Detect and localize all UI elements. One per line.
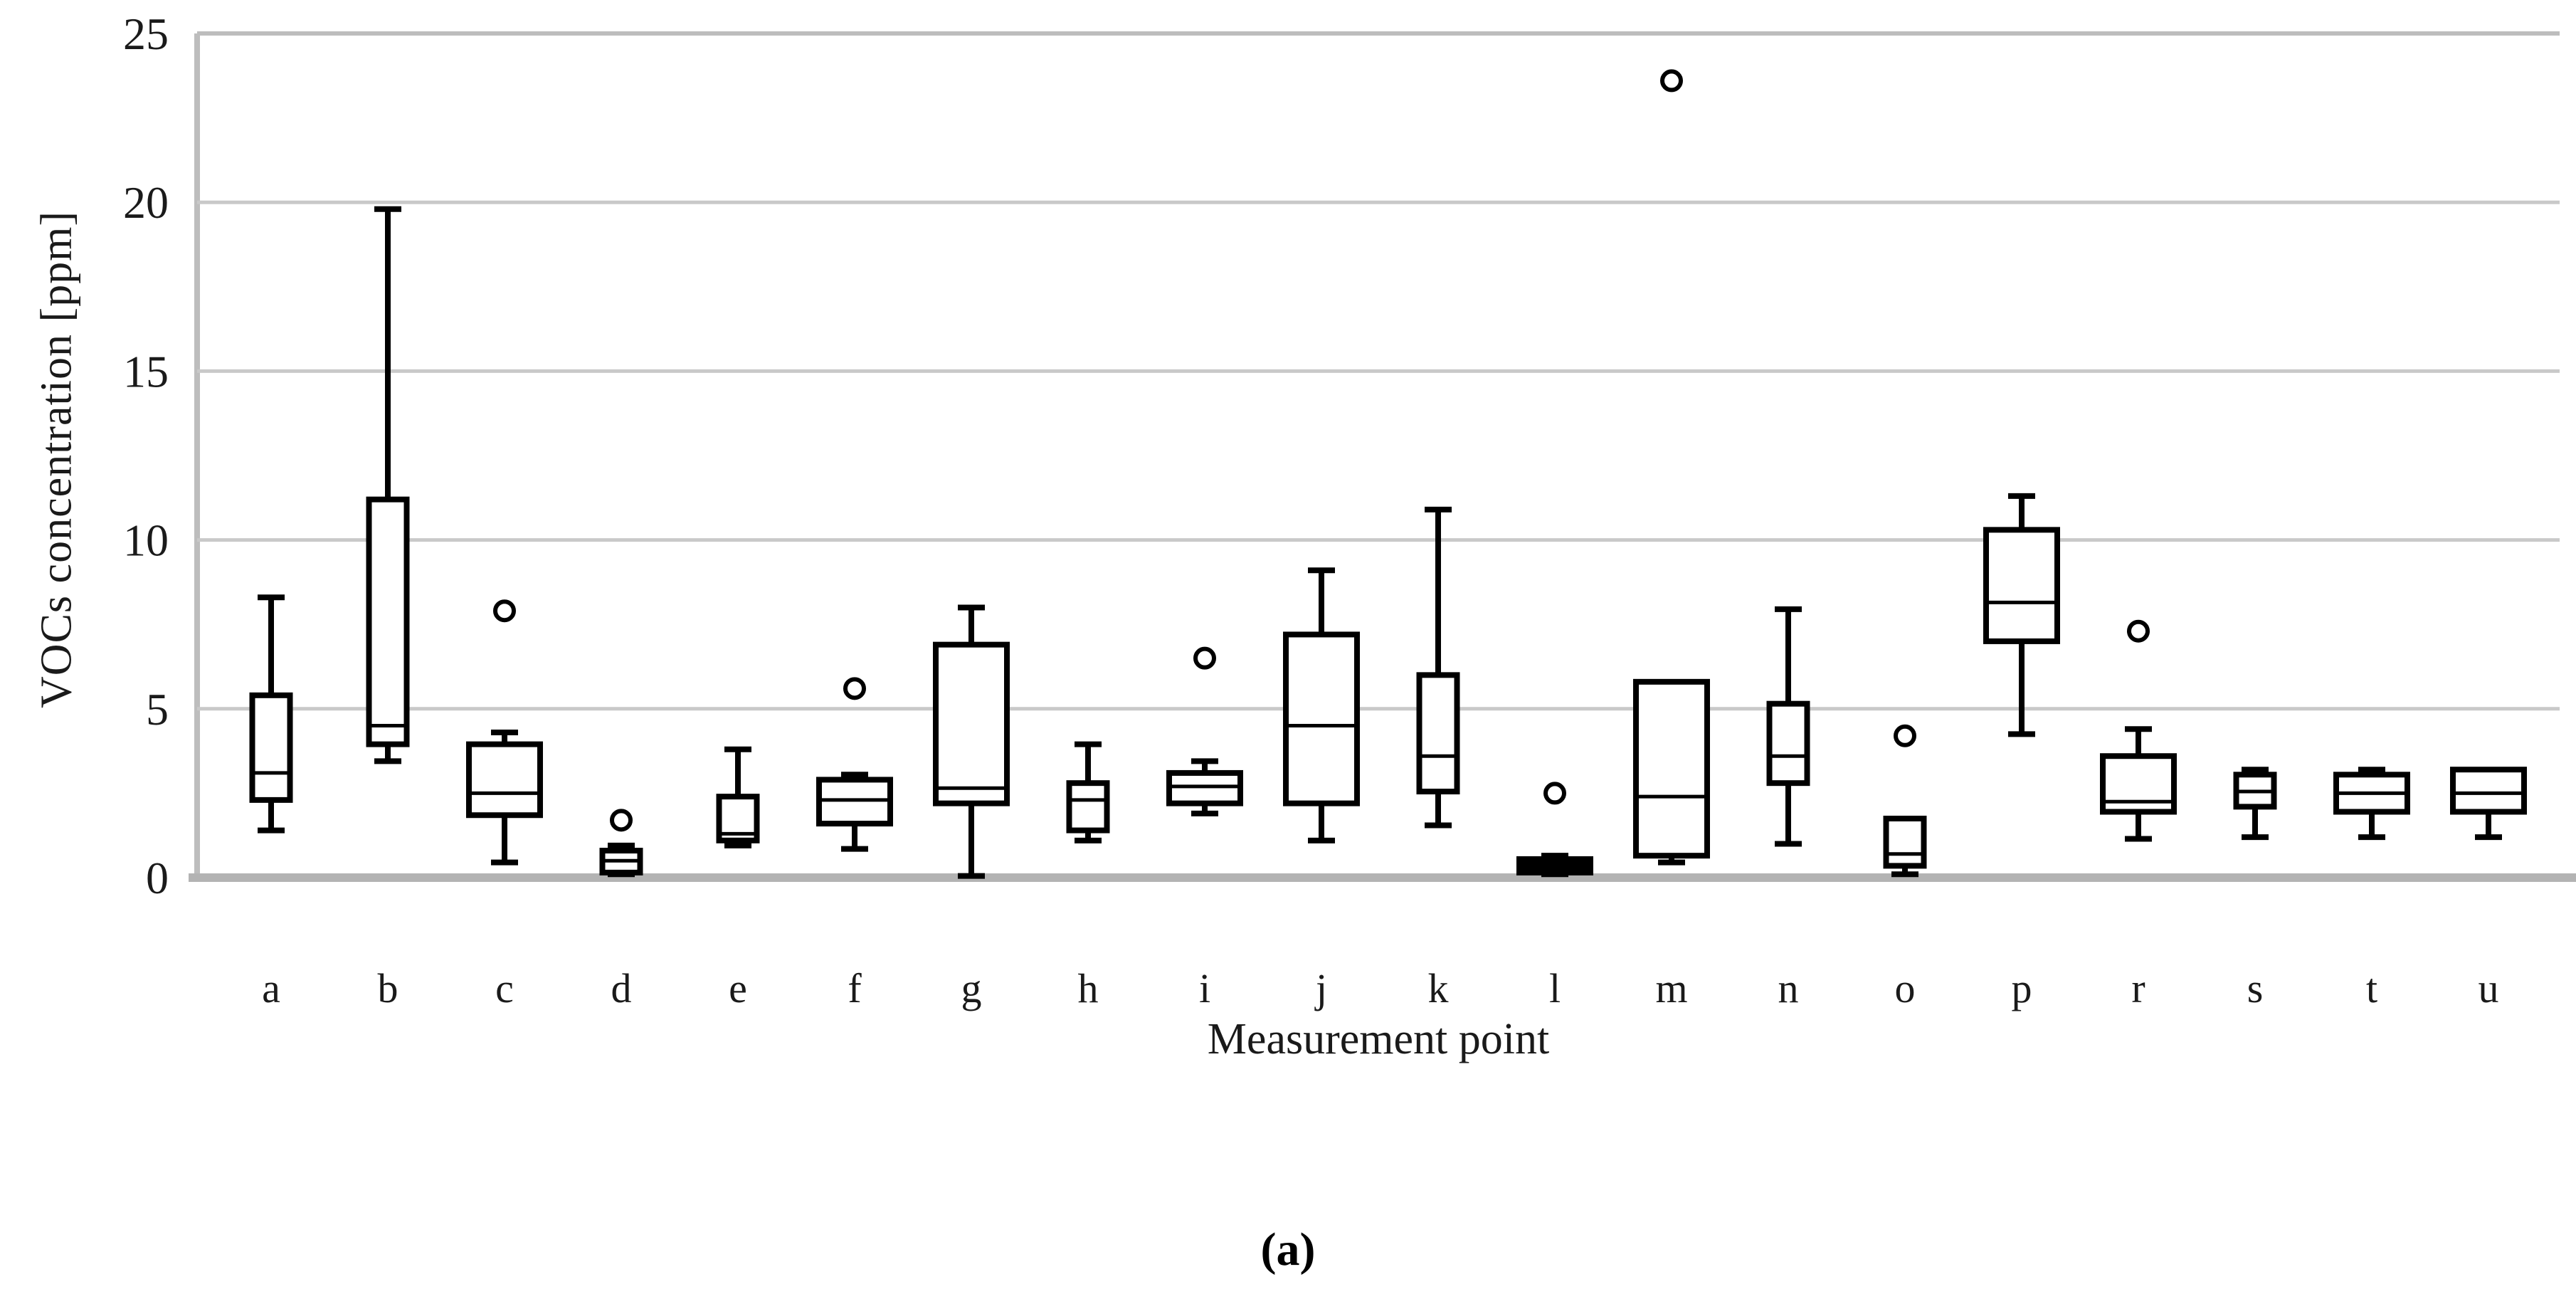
y-tick-label: 15 xyxy=(123,346,169,396)
x-category-label: m xyxy=(1655,965,1687,1011)
boxplot-t: t xyxy=(2333,767,2410,1011)
iqr-box xyxy=(2450,767,2527,815)
x-category-label: j xyxy=(1314,965,1327,1011)
x-category-label: o xyxy=(1895,965,1916,1011)
iqr-box xyxy=(1066,780,1110,834)
x-category-label: e xyxy=(729,965,747,1011)
iqr-box xyxy=(1883,815,1927,869)
iqr-box xyxy=(1516,856,1593,876)
boxplot-c: c xyxy=(466,599,543,1011)
x-category-label: t xyxy=(2366,965,2377,1011)
boxplot-p: p xyxy=(1983,493,2060,1011)
x-category-label: l xyxy=(1549,965,1561,1011)
boxplot-l: l xyxy=(1516,782,1593,1011)
iqr-box xyxy=(1283,631,1360,806)
iqr-box xyxy=(466,741,543,819)
boxplot-o: o xyxy=(1883,724,1927,1011)
boxplot-b: b xyxy=(366,206,410,1011)
outlier-point xyxy=(843,677,866,700)
boxplot-h: h xyxy=(1066,741,1110,1011)
boxplot-j: j xyxy=(1283,567,1360,1011)
boxplot-s: s xyxy=(2233,767,2277,1011)
y-tick-label: 10 xyxy=(123,515,169,566)
x-category-label: u xyxy=(2479,965,2499,1011)
outlier-point xyxy=(1660,69,1683,93)
x-category-label: c xyxy=(495,965,514,1011)
x-category-label: n xyxy=(1778,965,1799,1011)
x-category-label: i xyxy=(1199,965,1210,1011)
y-tick-label: 20 xyxy=(123,177,169,228)
y-axis-title: VOCs concentration [ppm] xyxy=(32,211,81,708)
x-category-label: r xyxy=(2131,965,2145,1011)
iqr-box xyxy=(1633,678,1710,859)
x-category-label: g xyxy=(961,965,982,1011)
outlier-point xyxy=(2127,619,2150,643)
iqr-box xyxy=(366,496,410,747)
outlier-point xyxy=(1193,646,1216,670)
iqr-box xyxy=(1983,527,2060,644)
iqr-box xyxy=(249,692,293,803)
outlier-point xyxy=(493,599,516,623)
boxplot-r: r xyxy=(2100,619,2177,1011)
x-category-label: p xyxy=(2012,965,2032,1011)
boxplot-k: k xyxy=(1416,506,1460,1011)
x-category-label: k xyxy=(1428,965,1449,1011)
y-tick-label: 25 xyxy=(123,9,169,59)
x-category-label: s xyxy=(2247,965,2264,1011)
x-category-label: a xyxy=(262,965,280,1011)
iqr-box xyxy=(1766,700,1810,787)
boxplot-m: m xyxy=(1633,69,1710,1011)
x-category-label: h xyxy=(1078,965,1099,1011)
y-tick-label: 0 xyxy=(146,853,169,903)
x-category-label: d xyxy=(611,965,632,1011)
y-tick-label: 5 xyxy=(146,684,169,735)
boxplot-g: g xyxy=(933,604,1010,1011)
boxplot-e: e xyxy=(716,746,760,1011)
boxplot-n: n xyxy=(1766,606,1810,1011)
x-category-label: b xyxy=(378,965,398,1011)
iqr-box xyxy=(933,641,1010,806)
iqr-box xyxy=(1416,672,1460,795)
boxplot-i: i xyxy=(1166,646,1243,1011)
x-category-label: f xyxy=(848,965,862,1011)
x-axis-title: Measurement point xyxy=(1207,1015,1550,1063)
subfigure-caption: (a) xyxy=(1260,1224,1316,1276)
outlier-point xyxy=(1894,724,1916,747)
boxplot-chart: 0 5 10 15 20 25 a b c d e f g h i j k l m n o p r s t u xyxy=(123,9,2576,1011)
outlier-point xyxy=(1543,782,1566,805)
boxplot-d: d xyxy=(599,809,643,1011)
boxplot-a: a xyxy=(249,594,293,1011)
boxplot-f: f xyxy=(816,677,893,1011)
boxplot-u: u xyxy=(2450,767,2527,1011)
outlier-point xyxy=(610,809,633,832)
